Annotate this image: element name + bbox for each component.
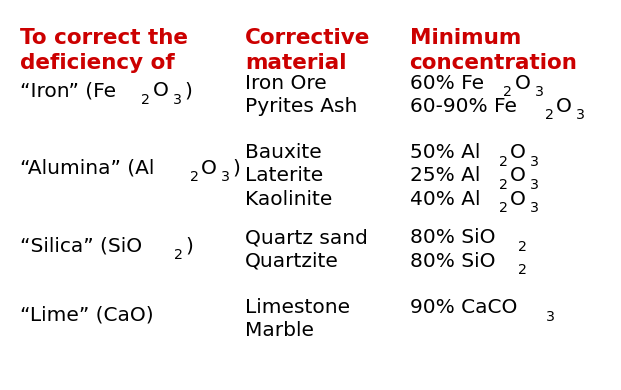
Text: “Iron” (Fe: “Iron” (Fe: [20, 81, 116, 100]
Text: 2: 2: [175, 248, 183, 262]
Text: Iron Ore: Iron Ore: [245, 73, 327, 92]
Text: 2: 2: [499, 201, 507, 215]
Text: O: O: [510, 143, 526, 162]
Text: ): ): [232, 159, 240, 178]
Text: 3: 3: [221, 170, 230, 184]
Text: 2: 2: [504, 85, 512, 99]
Text: 2: 2: [499, 155, 507, 169]
Text: Laterite: Laterite: [245, 167, 324, 186]
Text: Minimum
concentration: Minimum concentration: [409, 28, 578, 73]
Text: 3: 3: [576, 108, 585, 122]
Text: To correct the
deficiency of: To correct the deficiency of: [20, 28, 188, 73]
Text: 3: 3: [530, 178, 539, 192]
Text: “Alumina” (Al: “Alumina” (Al: [20, 159, 154, 178]
Text: 2: 2: [545, 108, 554, 122]
Text: 2: 2: [499, 178, 507, 192]
Text: O: O: [510, 190, 526, 209]
Text: Bauxite: Bauxite: [245, 143, 322, 162]
Text: O: O: [510, 167, 526, 186]
Text: Pyrites Ash: Pyrites Ash: [245, 97, 358, 116]
Text: Corrective
material: Corrective material: [245, 28, 371, 73]
Text: 60% Fe: 60% Fe: [409, 73, 484, 92]
Text: 40% Al: 40% Al: [409, 190, 480, 209]
Text: 2: 2: [142, 93, 150, 107]
Text: 3: 3: [535, 85, 543, 99]
Text: 80% SiO: 80% SiO: [409, 229, 495, 247]
Text: Quartz sand: Quartz sand: [245, 229, 368, 247]
Text: Marble: Marble: [245, 321, 314, 340]
Text: O: O: [556, 97, 572, 116]
Text: Kaolinite: Kaolinite: [245, 190, 332, 209]
Text: ): ): [186, 236, 193, 255]
Text: “Lime” (CaO): “Lime” (CaO): [20, 306, 153, 325]
Text: “Silica” (SiO: “Silica” (SiO: [20, 236, 142, 255]
Text: 2: 2: [518, 240, 527, 254]
Text: 3: 3: [530, 201, 539, 215]
Text: 90% CaCO: 90% CaCO: [409, 298, 517, 317]
Text: Limestone: Limestone: [245, 298, 350, 317]
Text: O: O: [515, 73, 530, 92]
Text: Quartzite: Quartzite: [245, 252, 339, 271]
Text: 3: 3: [545, 310, 555, 324]
Text: O: O: [201, 159, 217, 178]
Text: 2: 2: [518, 263, 527, 277]
Text: O: O: [153, 81, 168, 100]
Text: 50% Al: 50% Al: [409, 143, 480, 162]
Text: 2: 2: [190, 170, 199, 184]
Text: ): ): [184, 81, 192, 100]
Text: 3: 3: [530, 155, 539, 169]
Text: 25% Al: 25% Al: [409, 167, 480, 186]
Text: 3: 3: [173, 93, 182, 107]
Text: 60-90% Fe: 60-90% Fe: [409, 97, 517, 116]
Text: 80% SiO: 80% SiO: [409, 252, 495, 271]
